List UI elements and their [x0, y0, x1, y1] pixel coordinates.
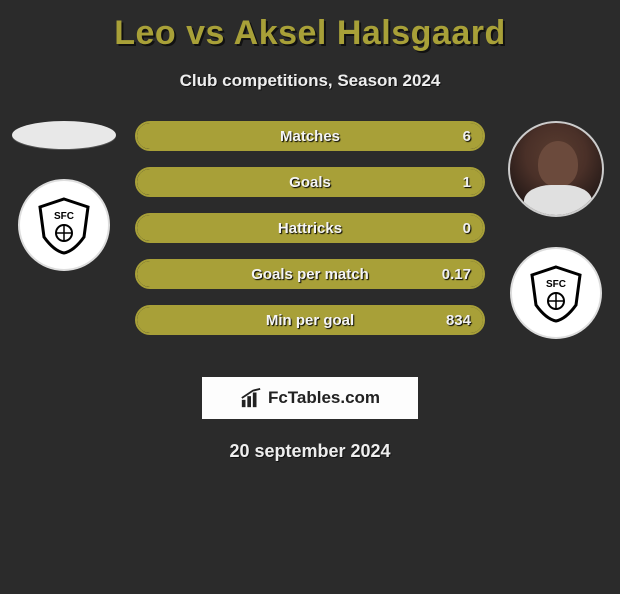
player-left-column: SFC: [8, 121, 120, 271]
stat-bar: Matches6: [135, 121, 485, 151]
stat-bar: Hattricks0: [135, 213, 485, 243]
stat-label: Min per goal: [137, 307, 483, 333]
stat-label: Goals per match: [137, 261, 483, 287]
stat-bar: Goals1: [135, 167, 485, 197]
page-title: Leo vs Aksel Halsgaard: [0, 14, 620, 53]
santos-crest-icon: SFC: [526, 263, 586, 323]
stat-bar: Goals per match0.17: [135, 259, 485, 289]
stat-bar: Min per goal834: [135, 305, 485, 335]
player-left-club-badge: SFC: [18, 179, 110, 271]
svg-text:SFC: SFC: [54, 211, 74, 222]
stat-value-right: 0.17: [442, 261, 471, 287]
player-right-avatar: [508, 121, 604, 217]
player-left-avatar-placeholder: [12, 121, 116, 149]
player-right-column: SFC: [500, 121, 612, 339]
stat-value-right: 834: [446, 307, 471, 333]
brand-badge: FcTables.com: [202, 377, 418, 419]
stat-value-right: 1: [463, 169, 471, 195]
player-right-club-badge: SFC: [510, 247, 602, 339]
santos-crest-icon: SFC: [34, 195, 94, 255]
date-label: 20 september 2024: [0, 441, 620, 462]
svg-text:SFC: SFC: [546, 279, 566, 290]
bar-chart-icon: [240, 387, 262, 409]
stat-value-right: 0: [463, 215, 471, 241]
subtitle: Club competitions, Season 2024: [0, 71, 620, 91]
stat-value-right: 6: [463, 123, 471, 149]
stat-label: Matches: [137, 123, 483, 149]
brand-text: FcTables.com: [268, 388, 380, 408]
comparison-panel: SFC SFC Matches6 Goals1 Hattricks0 Goals pe…: [0, 121, 620, 371]
stat-label: Goals: [137, 169, 483, 195]
stat-label: Hattricks: [137, 215, 483, 241]
stat-bars: Matches6Goals1Hattricks0Goals per match0…: [135, 121, 485, 351]
